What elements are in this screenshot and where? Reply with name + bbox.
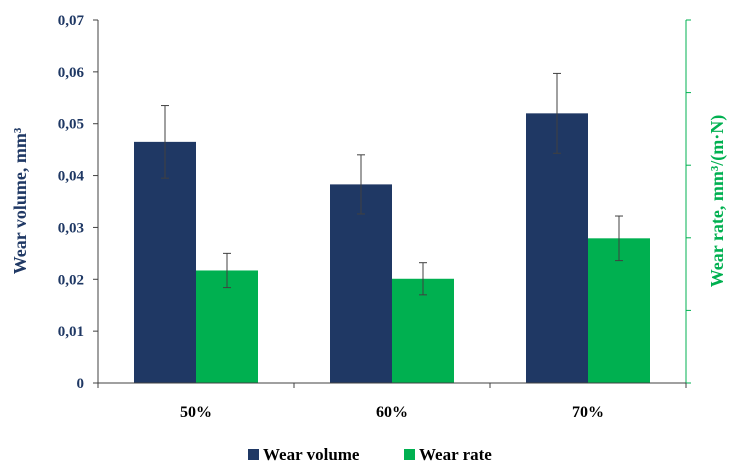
x-tick-label: 60% [376,404,408,421]
legend: Wear volume Wear rate [248,445,492,464]
y2-axis-title: Wear rate, mm³/(m·N) [707,115,728,288]
y-tick-label: 0,03 [58,220,84,236]
bar-wear-rate-0 [196,270,258,383]
bars [134,113,650,383]
y2-axis-ticks [686,19,691,384]
y-tick-label: 0,05 [58,117,84,133]
x-axis-ticks: 50% 60% 70% [97,383,687,421]
y-tick-label: 0,02 [58,272,84,288]
legend-swatch-wear-rate [404,449,415,460]
bar-wear-volume-0 [134,141,196,383]
x-tick-label: 70% [572,404,604,421]
y-tick-label: 0,07 [58,13,85,29]
bar-wear-rate-1 [392,278,454,383]
legend-label-wear-rate: Wear rate [419,445,492,464]
y-tick-label: 0 [77,376,85,392]
bar-wear-volume-2 [526,113,588,383]
bar-wear-rate-2 [588,238,650,383]
y-axis-title: Wear volume, mm³ [10,127,30,274]
x-tick-label: 50% [180,404,212,421]
legend-swatch-wear-volume [248,449,259,460]
bar-wear-volume-1 [330,184,392,383]
y-axis-ticks: 0 0,01 0,02 0,03 0,04 0,05 0,06 0,07 [58,13,98,392]
y-tick-label: 0,01 [58,324,84,340]
y-tick-label: 0,04 [58,169,85,185]
y-tick-label: 0,06 [58,65,85,81]
legend-label-wear-volume: Wear volume [263,445,360,464]
error-bars [161,72,623,296]
